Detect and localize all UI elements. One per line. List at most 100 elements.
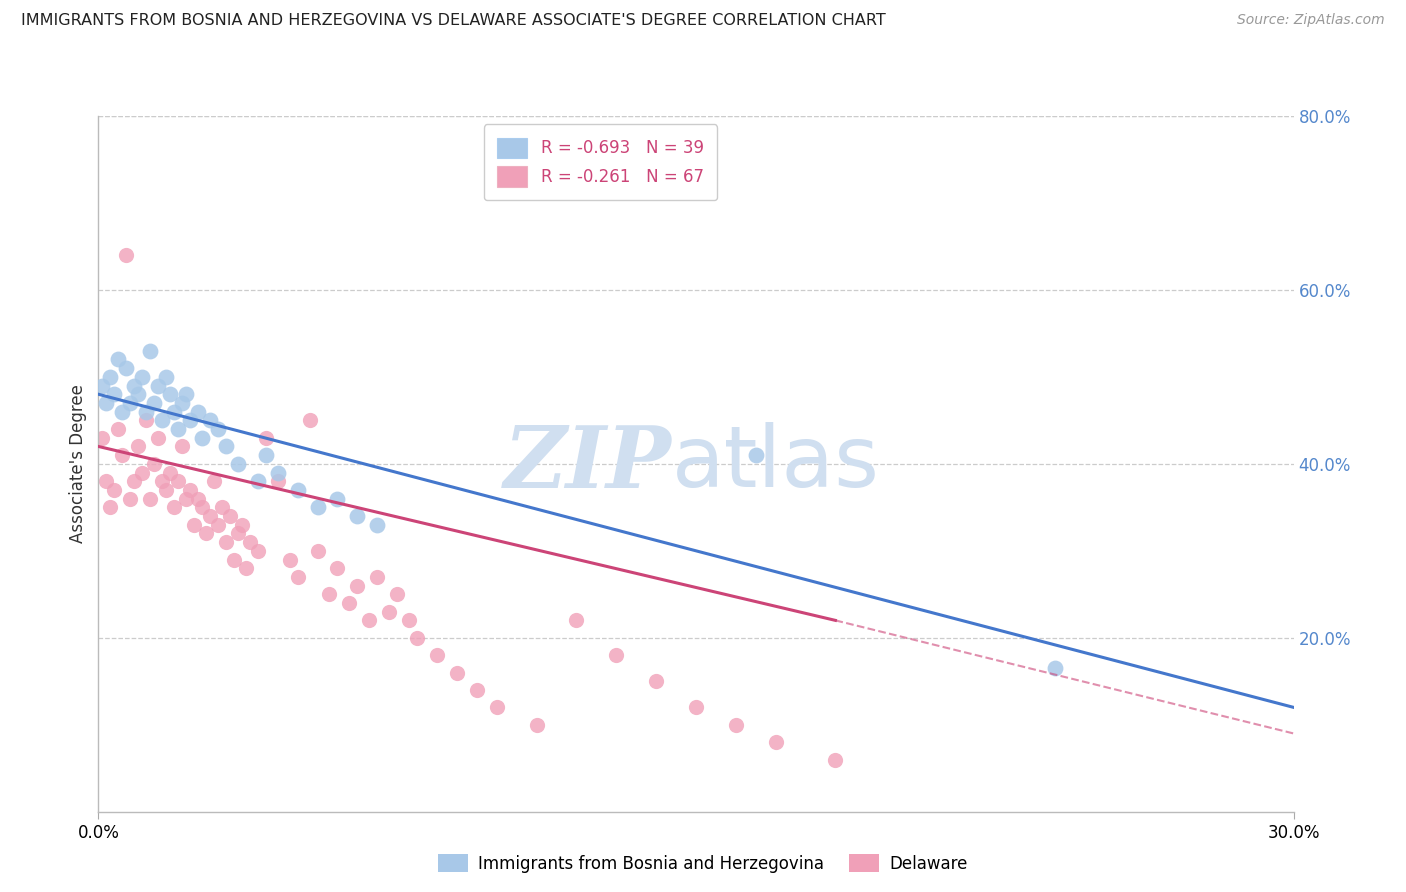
Point (103, 387, 125, 401)
Point (254, 448, 277, 462)
Point (235, 561, 257, 575)
Point (465, 683, 488, 698)
Point (318, 587, 340, 601)
Point (426, 648, 449, 662)
Point (135, 404, 157, 418)
Point (107, 352, 129, 367)
Text: Source: ZipAtlas.com: Source: ZipAtlas.com (1237, 13, 1385, 28)
Point (565, 614, 588, 628)
Point (148, 378, 170, 392)
Point (98, 369, 122, 384)
Point (207, 517, 229, 532)
Point (645, 674, 668, 689)
Point (326, 491, 349, 506)
Point (267, 466, 290, 480)
Point (98, 500, 122, 515)
Point (96, 474, 118, 488)
Point (172, 396, 194, 410)
Point (155, 483, 177, 497)
Point (824, 753, 846, 767)
Point (159, 466, 181, 480)
Point (135, 413, 157, 427)
Point (765, 735, 787, 749)
Point (120, 491, 142, 506)
Point (143, 457, 166, 471)
Point (155, 369, 177, 384)
Point (150, 474, 173, 488)
Point (195, 526, 218, 541)
Point (685, 700, 707, 714)
Point (167, 422, 190, 436)
Legend: Immigrants from Bosnia and Herzegovina, Delaware: Immigrants from Bosnia and Herzegovina, … (432, 847, 974, 880)
Point (187, 491, 209, 506)
Point (91, 378, 114, 392)
Point (222, 552, 245, 566)
Point (346, 578, 368, 592)
Point (183, 517, 205, 532)
Point (191, 500, 214, 515)
Point (96, 396, 118, 410)
Point (398, 614, 420, 628)
Point (359, 614, 381, 628)
Point (107, 422, 129, 436)
Point (231, 517, 253, 532)
Text: atlas: atlas (672, 422, 880, 506)
Point (174, 387, 197, 401)
Point (179, 483, 201, 497)
Point (287, 483, 309, 497)
Point (148, 431, 170, 445)
Point (215, 535, 238, 549)
Point (485, 700, 508, 714)
Point (124, 378, 146, 392)
Point (127, 387, 149, 401)
Point (187, 404, 209, 418)
Point (1043, 661, 1066, 675)
Point (378, 605, 401, 619)
Point (120, 396, 142, 410)
Point (103, 483, 125, 497)
Point (150, 413, 173, 427)
Point (127, 439, 149, 453)
Point (446, 665, 468, 680)
Point (267, 474, 290, 488)
Point (124, 474, 146, 488)
Point (198, 508, 221, 523)
Point (163, 500, 186, 515)
Point (167, 474, 190, 488)
Point (246, 474, 269, 488)
Point (159, 387, 181, 401)
Point (172, 439, 194, 453)
Point (143, 396, 166, 410)
Point (115, 248, 138, 262)
Point (339, 596, 360, 610)
Point (346, 508, 368, 523)
Point (326, 561, 349, 575)
Point (111, 448, 134, 462)
Point (298, 413, 321, 427)
Point (139, 343, 162, 358)
Point (406, 631, 429, 645)
Point (191, 431, 214, 445)
Point (115, 361, 138, 376)
Point (111, 404, 134, 418)
Point (215, 439, 238, 453)
Point (179, 413, 201, 427)
Text: IMMIGRANTS FROM BOSNIA AND HERZEGOVINA VS DELAWARE ASSOCIATE'S DEGREE CORRELATIO: IMMIGRANTS FROM BOSNIA AND HERZEGOVINA V… (21, 13, 886, 29)
Point (366, 570, 388, 584)
Point (307, 500, 329, 515)
Point (526, 717, 548, 731)
Point (202, 474, 225, 488)
Point (287, 570, 309, 584)
Y-axis label: Associate's Degree: Associate's Degree (69, 384, 87, 543)
Point (246, 543, 269, 558)
Point (131, 466, 153, 480)
Legend: R = -0.693   N = 39, R = -0.261   N = 67: R = -0.693 N = 39, R = -0.261 N = 67 (484, 124, 717, 200)
Point (139, 491, 162, 506)
Point (211, 500, 233, 515)
Point (605, 648, 627, 662)
Point (174, 491, 197, 506)
Point (724, 717, 747, 731)
Point (207, 422, 229, 436)
Point (226, 457, 249, 471)
Point (163, 404, 186, 418)
